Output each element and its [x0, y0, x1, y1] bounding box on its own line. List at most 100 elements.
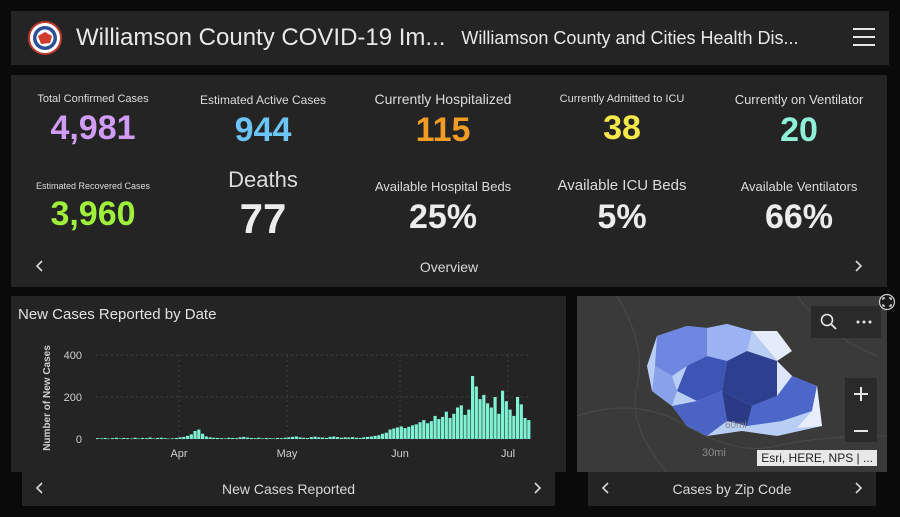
- bar[interactable]: [321, 437, 325, 439]
- bar[interactable]: [212, 437, 216, 439]
- bar[interactable]: [313, 436, 317, 439]
- bar[interactable]: [182, 436, 186, 439]
- more-icon[interactable]: [854, 312, 874, 332]
- bar[interactable]: [103, 437, 107, 439]
- bar[interactable]: [144, 438, 148, 439]
- bar[interactable]: [197, 429, 201, 439]
- bar[interactable]: [332, 436, 336, 439]
- bar[interactable]: [493, 397, 497, 439]
- bar[interactable]: [377, 435, 381, 439]
- bar[interactable]: [193, 431, 197, 439]
- bar[interactable]: [444, 411, 448, 439]
- bar[interactable]: [107, 438, 111, 440]
- bar[interactable]: [204, 436, 208, 439]
- bar[interactable]: [482, 394, 486, 439]
- bar[interactable]: [516, 397, 520, 439]
- bar[interactable]: [433, 415, 437, 439]
- bar[interactable]: [399, 426, 403, 439]
- bar[interactable]: [298, 437, 302, 439]
- bar[interactable]: [201, 433, 205, 439]
- bar[interactable]: [384, 432, 388, 439]
- bar[interactable]: [178, 437, 182, 439]
- bar[interactable]: [418, 422, 422, 439]
- bar[interactable]: [291, 436, 295, 439]
- bar[interactable]: [508, 409, 512, 439]
- bar[interactable]: [171, 438, 175, 439]
- menu-icon[interactable]: [853, 28, 875, 46]
- bar[interactable]: [223, 438, 227, 439]
- bar[interactable]: [429, 421, 433, 439]
- bar[interactable]: [452, 413, 456, 439]
- bar[interactable]: [257, 437, 261, 439]
- bar[interactable]: [388, 429, 392, 439]
- expand-icon[interactable]: [878, 293, 896, 311]
- bar[interactable]: [523, 418, 527, 439]
- bar[interactable]: [489, 407, 493, 440]
- bar[interactable]: [471, 376, 475, 439]
- bar[interactable]: [369, 436, 373, 439]
- bar[interactable]: [474, 386, 478, 440]
- bar[interactable]: [294, 436, 298, 439]
- bar[interactable]: [276, 437, 280, 439]
- bar[interactable]: [504, 401, 508, 439]
- bar[interactable]: [99, 438, 103, 439]
- bar[interactable]: [186, 435, 190, 439]
- bar[interactable]: [279, 438, 283, 439]
- bar[interactable]: [141, 437, 145, 439]
- bar[interactable]: [189, 434, 193, 439]
- bar[interactable]: [448, 418, 452, 439]
- bar[interactable]: [261, 438, 265, 439]
- bar[interactable]: [411, 425, 415, 439]
- bar[interactable]: [208, 437, 212, 439]
- bar[interactable]: [253, 438, 257, 439]
- bar[interactable]: [129, 438, 133, 440]
- bar[interactable]: [403, 428, 407, 439]
- bar[interactable]: [96, 438, 100, 439]
- bar[interactable]: [118, 438, 122, 439]
- previous-arrow-icon[interactable]: [598, 480, 614, 496]
- bar[interactable]: [362, 437, 366, 439]
- bar[interactable]: [174, 437, 178, 439]
- bar[interactable]: [133, 437, 137, 439]
- bar[interactable]: [219, 438, 223, 439]
- bar[interactable]: [148, 437, 152, 439]
- bar[interactable]: [459, 405, 463, 439]
- bar[interactable]: [512, 415, 516, 439]
- bar[interactable]: [156, 437, 160, 439]
- bar[interactable]: [441, 416, 445, 439]
- bar[interactable]: [309, 437, 313, 439]
- bar[interactable]: [122, 437, 126, 439]
- bar[interactable]: [227, 437, 231, 439]
- bar[interactable]: [268, 438, 272, 439]
- bar[interactable]: [302, 437, 306, 439]
- bar[interactable]: [456, 407, 460, 440]
- previous-arrow-icon[interactable]: [32, 480, 48, 496]
- bar[interactable]: [152, 438, 156, 439]
- map-attribution[interactable]: Esri, HERE, NPS | ...: [757, 450, 877, 466]
- bar[interactable]: [167, 438, 171, 440]
- bar[interactable]: [527, 420, 531, 439]
- bar[interactable]: [351, 437, 355, 439]
- bar[interactable]: [137, 438, 141, 439]
- bar[interactable]: [163, 438, 167, 439]
- bar[interactable]: [347, 437, 351, 439]
- minus-icon[interactable]: [845, 415, 877, 447]
- bar[interactable]: [283, 437, 287, 439]
- bar[interactable]: [343, 437, 347, 439]
- bar[interactable]: [366, 436, 370, 439]
- zip-code-map-panel[interactable]: 60mi 30mi Esri, HERE, NPS | ...: [576, 295, 888, 473]
- bar[interactable]: [426, 423, 430, 439]
- bar[interactable]: [317, 437, 321, 439]
- bar[interactable]: [111, 438, 115, 439]
- bar[interactable]: [249, 437, 253, 439]
- bar[interactable]: [354, 437, 358, 439]
- bar[interactable]: [478, 399, 482, 439]
- bar[interactable]: [231, 437, 235, 439]
- bar[interactable]: [501, 390, 505, 439]
- bar[interactable]: [234, 438, 238, 439]
- previous-arrow-icon[interactable]: [32, 258, 48, 274]
- bar[interactable]: [519, 404, 523, 439]
- bar[interactable]: [272, 438, 276, 439]
- bar[interactable]: [306, 437, 310, 439]
- bar[interactable]: [336, 437, 340, 439]
